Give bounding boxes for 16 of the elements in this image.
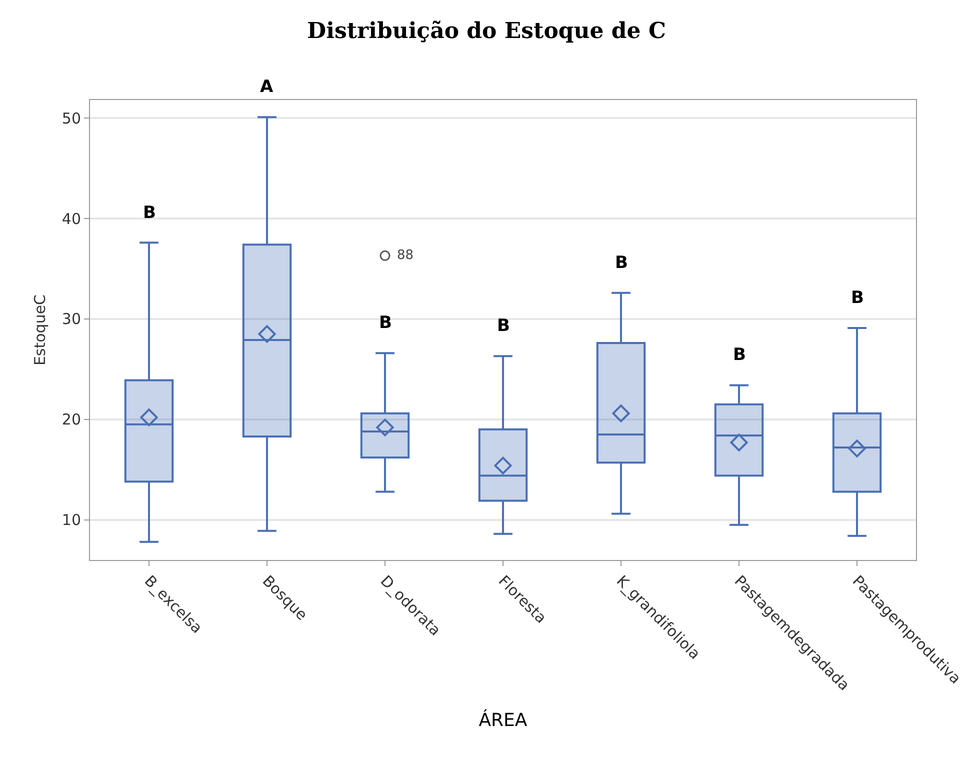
y-tick-label: 20: [62, 410, 81, 429]
y-tick-label: 10: [62, 511, 81, 530]
chart-title: Distribuição do Estoque de C: [307, 18, 666, 44]
y-tick-label: 40: [62, 210, 81, 228]
text: B: [615, 253, 628, 273]
y-axis-title: EstoqueC: [31, 294, 50, 366]
text: B: [733, 345, 746, 365]
text: A: [260, 77, 274, 97]
x-axis-title: ÁREA: [478, 709, 528, 732]
text: B: [143, 203, 156, 223]
y-tick-label: 50: [62, 109, 81, 128]
annotation: 88: [397, 248, 414, 263]
text: B: [851, 288, 864, 308]
text: B: [497, 316, 510, 336]
text: B: [379, 313, 392, 333]
y-tick-label: 30: [62, 310, 81, 328]
